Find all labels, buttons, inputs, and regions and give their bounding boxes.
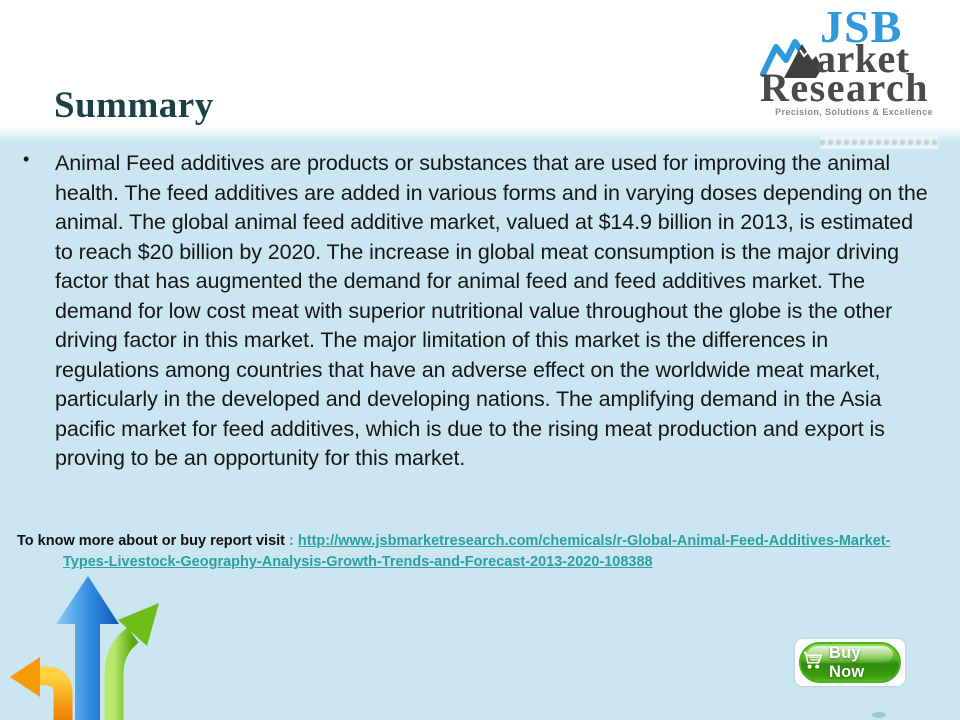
buy-now-pill: Buy Now [799, 642, 901, 683]
logo-research-text: Research [760, 65, 929, 110]
logo-jsb-text: JSB [820, 1, 903, 52]
page-title: Summary [54, 85, 214, 126]
buy-now-label: Buy Now [829, 643, 865, 681]
report-url-line1: http://www.jsbmarketresearch.com/chemica… [297, 533, 891, 549]
bullet-marker: • [23, 149, 30, 169]
logo-market-text: arket [816, 36, 910, 81]
report-visit-line: To know more about or buy report visit :… [17, 531, 960, 573]
3d-direction-arrows-graphic [6, 570, 174, 720]
watermark-ghost [820, 136, 938, 149]
jsb-logo: JSB arket Research Precision, Solutions … [758, 2, 954, 130]
report-url-link[interactable]: http://www.jsbmarketresearch.com/chemica… [63, 533, 890, 570]
buy-now-button[interactable]: Buy Now [795, 639, 905, 686]
mountain-peaks-icon [760, 34, 822, 87]
summary-paragraph: Animal Feed additives are products or su… [55, 151, 928, 470]
shopping-cart-icon [801, 650, 824, 675]
logo-tagline: Precision, Solutions & Excellence [775, 107, 933, 117]
report-visit-label: To know more about or buy report visit [17, 533, 286, 549]
bottom-edge-smudge [872, 712, 886, 718]
report-url-line2: Types-Livestock-Geography-Analysis-Growt… [63, 554, 653, 570]
report-visit-separator: : [289, 533, 294, 549]
